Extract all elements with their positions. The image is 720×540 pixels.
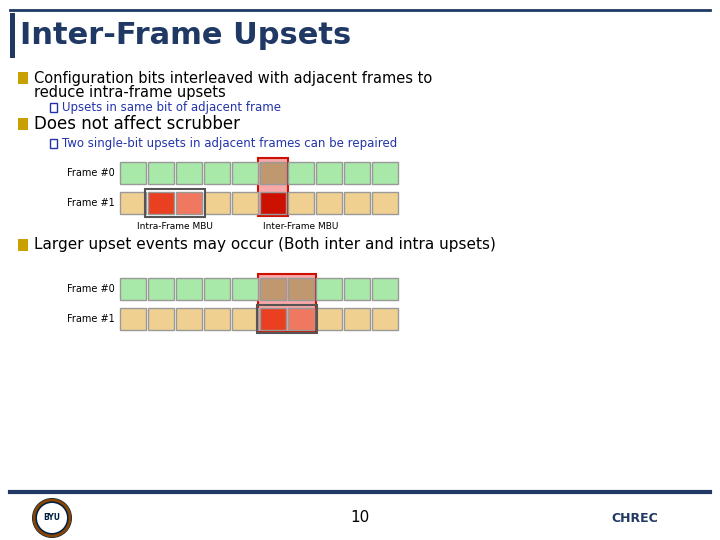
Bar bbox=[372, 162, 398, 184]
Bar bbox=[257, 305, 317, 333]
Text: Does not affect scrubber: Does not affect scrubber bbox=[34, 115, 240, 133]
Bar bbox=[204, 308, 230, 330]
Bar bbox=[18, 72, 28, 84]
Bar bbox=[232, 162, 258, 184]
Bar bbox=[316, 192, 342, 214]
Bar bbox=[260, 278, 286, 300]
Bar bbox=[204, 278, 230, 300]
Bar bbox=[18, 239, 28, 251]
Text: reduce intra-frame upsets: reduce intra-frame upsets bbox=[34, 85, 226, 100]
Bar bbox=[260, 308, 286, 330]
Bar bbox=[288, 162, 314, 184]
Bar bbox=[176, 162, 202, 184]
Bar bbox=[372, 192, 398, 214]
Bar bbox=[260, 162, 286, 184]
Bar bbox=[232, 192, 258, 214]
Text: Upsets in same bit of adjacent frame: Upsets in same bit of adjacent frame bbox=[62, 102, 281, 114]
Bar bbox=[176, 308, 202, 330]
Text: Intra-Frame MBU: Intra-Frame MBU bbox=[137, 222, 213, 231]
Bar bbox=[372, 278, 398, 300]
Bar bbox=[148, 308, 174, 330]
Bar bbox=[120, 192, 146, 214]
Text: BYU: BYU bbox=[43, 514, 60, 523]
Bar bbox=[344, 308, 370, 330]
Bar bbox=[120, 308, 146, 330]
Text: Larger upset events may occur (Both inter and intra upsets): Larger upset events may occur (Both inte… bbox=[34, 238, 496, 253]
Bar bbox=[316, 308, 342, 330]
Bar bbox=[344, 278, 370, 300]
Text: CHREC: CHREC bbox=[611, 511, 658, 524]
Text: Frame #0: Frame #0 bbox=[67, 284, 115, 294]
Circle shape bbox=[32, 498, 72, 538]
Bar bbox=[120, 162, 146, 184]
Bar bbox=[344, 162, 370, 184]
Bar bbox=[145, 189, 205, 217]
Text: Inter-Frame Upsets: Inter-Frame Upsets bbox=[20, 22, 351, 51]
Text: 10: 10 bbox=[351, 510, 369, 525]
Bar bbox=[288, 308, 314, 330]
Bar bbox=[204, 192, 230, 214]
Bar bbox=[288, 278, 314, 300]
Text: Frame #1: Frame #1 bbox=[67, 198, 115, 208]
Text: Frame #0: Frame #0 bbox=[67, 168, 115, 178]
Bar bbox=[232, 308, 258, 330]
Text: Two single-bit upsets in adjacent frames can be repaired: Two single-bit upsets in adjacent frames… bbox=[62, 138, 397, 151]
Bar bbox=[176, 278, 202, 300]
Bar bbox=[204, 162, 230, 184]
Text: Configuration bits interleaved with adjacent frames to: Configuration bits interleaved with adja… bbox=[34, 71, 432, 85]
Bar bbox=[316, 162, 342, 184]
Bar bbox=[50, 139, 57, 148]
Bar bbox=[344, 192, 370, 214]
Bar bbox=[258, 158, 288, 216]
Bar bbox=[258, 274, 316, 332]
Bar bbox=[260, 192, 286, 214]
Text: Frame #1: Frame #1 bbox=[67, 314, 115, 324]
Text: Inter-Frame MBU: Inter-Frame MBU bbox=[264, 222, 338, 231]
Bar bbox=[120, 278, 146, 300]
Bar bbox=[50, 103, 57, 112]
Bar bbox=[148, 162, 174, 184]
Bar bbox=[372, 308, 398, 330]
Bar bbox=[288, 192, 314, 214]
Bar bbox=[10, 13, 15, 58]
Bar bbox=[232, 278, 258, 300]
Bar bbox=[176, 192, 202, 214]
Bar bbox=[148, 192, 174, 214]
Circle shape bbox=[37, 503, 67, 533]
Bar bbox=[18, 118, 28, 130]
Bar bbox=[316, 278, 342, 300]
Bar bbox=[148, 278, 174, 300]
